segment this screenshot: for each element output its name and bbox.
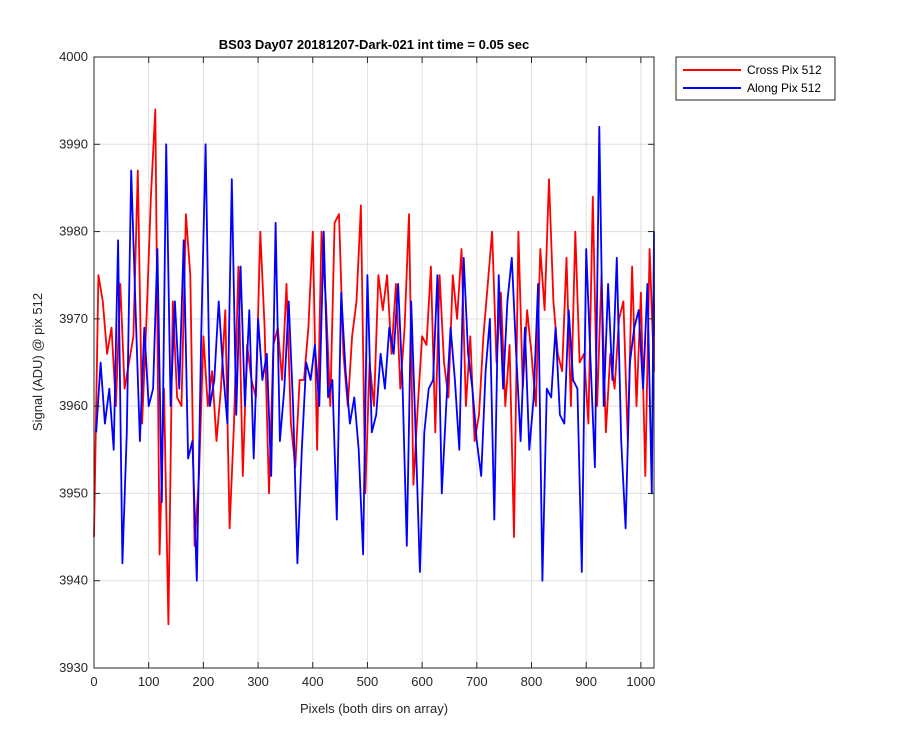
series-line-cross-pix-512	[93, 108, 655, 626]
x-tick-label: 600	[411, 674, 433, 689]
x-tick-label: 0	[90, 674, 97, 689]
legend: Cross Pix 512 Along Pix 512	[675, 56, 836, 101]
y-tick-label: 3950	[59, 485, 88, 500]
y-tick-label: 3940	[59, 573, 88, 588]
y-tick-label: 3990	[59, 136, 88, 151]
x-tick-label: 1000	[626, 674, 655, 689]
x-tick-label: 100	[138, 674, 160, 689]
x-tick-label: 500	[357, 674, 379, 689]
y-axis-label: Signal (ADU) @ pix 512	[30, 293, 45, 431]
y-tick-label: 3970	[59, 311, 88, 326]
legend-box	[675, 56, 836, 101]
chart-title: BS03 Day07 20181207-Dark-021 int time = …	[219, 37, 529, 52]
x-tick-label: 700	[466, 674, 488, 689]
axis-ticks: 0 100 200 300 400 500 600 700 800 900 1000 3930 3940…	[59, 49, 655, 689]
x-axis-label: Pixels (both dirs on array)	[300, 701, 448, 716]
x-tick-label: 300	[247, 674, 269, 689]
y-tick-label: 3930	[59, 660, 88, 675]
y-tick-label: 3980	[59, 224, 88, 239]
x-tick-label: 800	[521, 674, 543, 689]
y-tick-label: 3960	[59, 398, 88, 413]
legend-label-cross: Cross Pix 512	[747, 63, 822, 77]
series-line-along-pix-512	[95, 125, 655, 582]
series-layer	[93, 108, 655, 626]
x-tick-label: 200	[193, 674, 215, 689]
plot-area-border	[93, 56, 655, 669]
y-tick-label: 4000	[59, 49, 88, 64]
x-tick-label: 900	[575, 674, 597, 689]
x-tick-label: 400	[302, 674, 324, 689]
legend-label-along: Along Pix 512	[747, 81, 821, 95]
